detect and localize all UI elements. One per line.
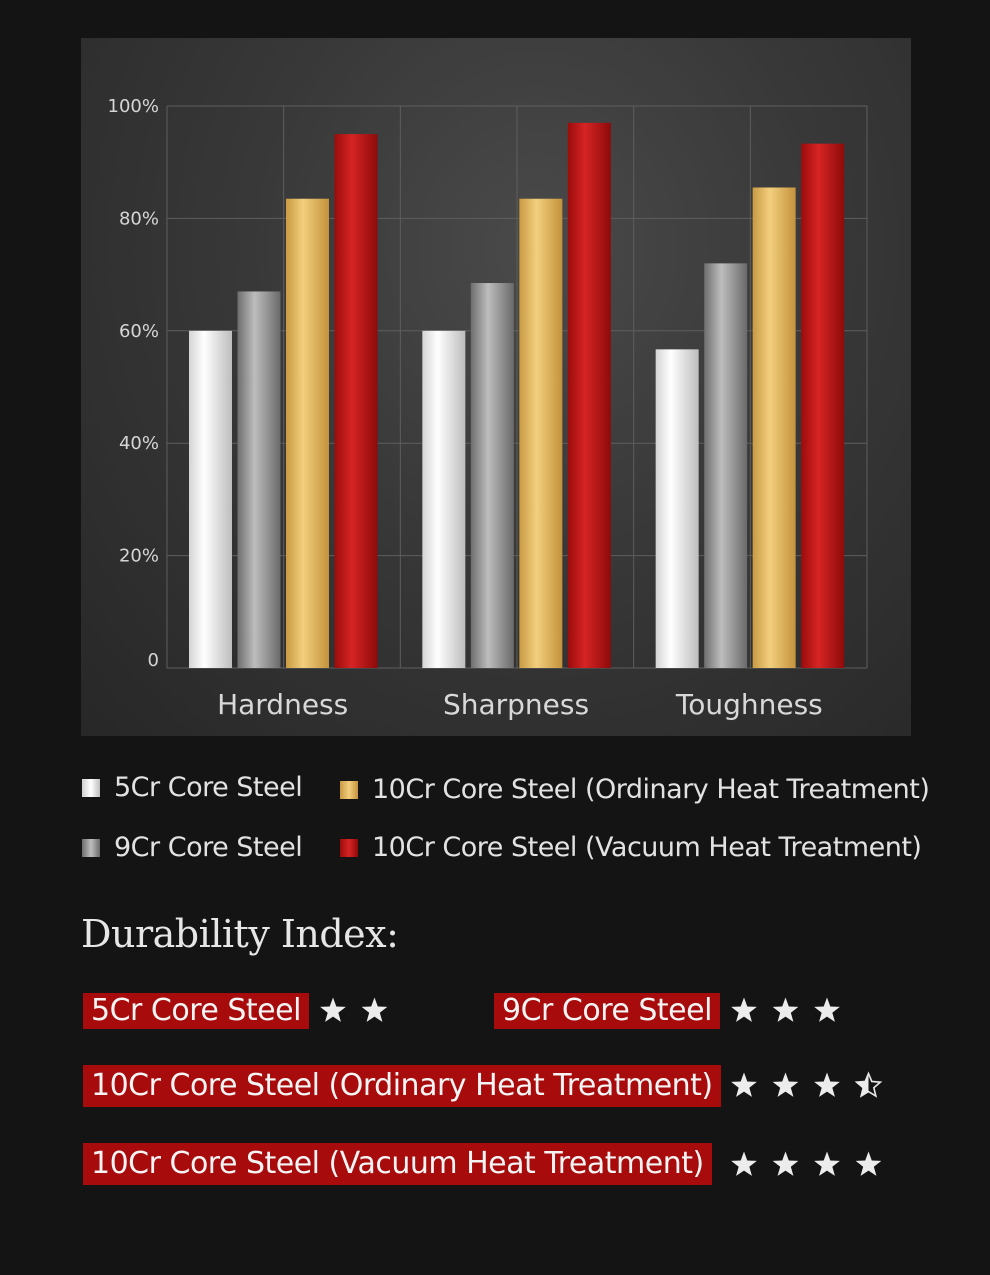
star-rating-10cr-vacuum: [731, 1151, 882, 1176]
bar-sharpness-series-2: [470, 283, 514, 668]
legend-item-9cr: 9Cr Core Steel: [82, 832, 303, 863]
rating-label-5cr: 5Cr Core Steel: [83, 993, 309, 1029]
rating-label-9cr: 9Cr Core Steel: [494, 993, 720, 1029]
half-star-icon: [855, 1072, 869, 1097]
axis-labels: 0 20% 40% 60% 80% 100% Hardness Sharpness Toughn…: [108, 96, 823, 721]
star-icon: [772, 997, 799, 1022]
rating-label-10cr-ordinary: 10Cr Core Steel (Ordinary Heat Treatment…: [83, 1065, 721, 1107]
bar-sharpness-series-1: [422, 330, 466, 668]
bar-hardness-series-1: [189, 330, 232, 668]
star-icon: [731, 997, 757, 1022]
bar-sharpness-series-4: [567, 122, 611, 669]
bars: [189, 122, 845, 669]
y-tick-label: 20%: [119, 546, 159, 567]
y-tick-label: 40%: [119, 433, 159, 454]
star-icon: [814, 1072, 840, 1097]
bar-toughness-series-3: [752, 187, 796, 669]
star-rating-10cr-ordinary: [731, 1071, 883, 1098]
star-icon: [814, 1151, 840, 1176]
legend-label: 5Cr Core Steel: [114, 772, 303, 803]
bar-hardness-series-2: [237, 291, 281, 668]
star-icon: [731, 1151, 757, 1176]
bar-sharpness-series-3: [519, 198, 563, 669]
legend-label: 9Cr Core Steel: [114, 832, 303, 863]
star-icon: [855, 1151, 882, 1176]
bar-toughness-series-1: [655, 349, 699, 668]
x-tick-label: Sharpness: [443, 688, 589, 721]
y-tick-label: 80%: [119, 208, 159, 229]
legend-label: 10Cr Core Steel (Ordinary Heat Treatment…: [372, 774, 930, 805]
bar-toughness-series-2: [704, 263, 748, 668]
bar-chart: 0 20% 40% 60% 80% 100% Hardness Sharpness Toughn…: [108, 96, 868, 721]
legend-item-10cr-vacuum: 10Cr Core Steel (Vacuum Heat Treatment): [340, 832, 922, 863]
legend-swatch-gray: [82, 838, 100, 857]
star-icon: [772, 1151, 799, 1176]
star-icon: [731, 1072, 757, 1097]
legend-swatch-red: [340, 838, 358, 857]
star-icon: [320, 997, 346, 1022]
legend-swatch-gold: [340, 780, 358, 799]
x-tick-label: Hardness: [217, 688, 348, 721]
y-tick-label: 0: [148, 650, 159, 671]
rating-label-10cr-vacuum: 10Cr Core Steel (Vacuum Heat Treatment): [83, 1143, 712, 1185]
y-tick-label: 60%: [119, 321, 159, 342]
bar-toughness-series-4: [801, 143, 845, 668]
legend-item-10cr-ordinary: 10Cr Core Steel (Ordinary Heat Treatment…: [340, 774, 930, 805]
chart-panel: 0 20% 40% 60% 80% 100% Hardness Sharpness Toughn…: [81, 38, 911, 736]
x-tick-label: Toughness: [675, 688, 823, 721]
star-icon: [361, 997, 388, 1022]
legend-item-5cr: 5Cr Core Steel: [82, 772, 303, 803]
bar-hardness-series-4: [334, 134, 378, 669]
star-rating-9cr: [731, 997, 840, 1022]
star-icon: [772, 1072, 799, 1097]
durability-title: Durability Index:: [81, 912, 399, 956]
legend-swatch-white: [82, 778, 100, 797]
star-icon: [814, 997, 840, 1022]
legend-label: 10Cr Core Steel (Vacuum Heat Treatment): [372, 832, 922, 863]
bar-hardness-series-3: [286, 198, 329, 669]
y-tick-label: 100%: [108, 96, 159, 117]
grid-lines: [166, 105, 868, 669]
star-rating-5cr: [320, 997, 388, 1022]
